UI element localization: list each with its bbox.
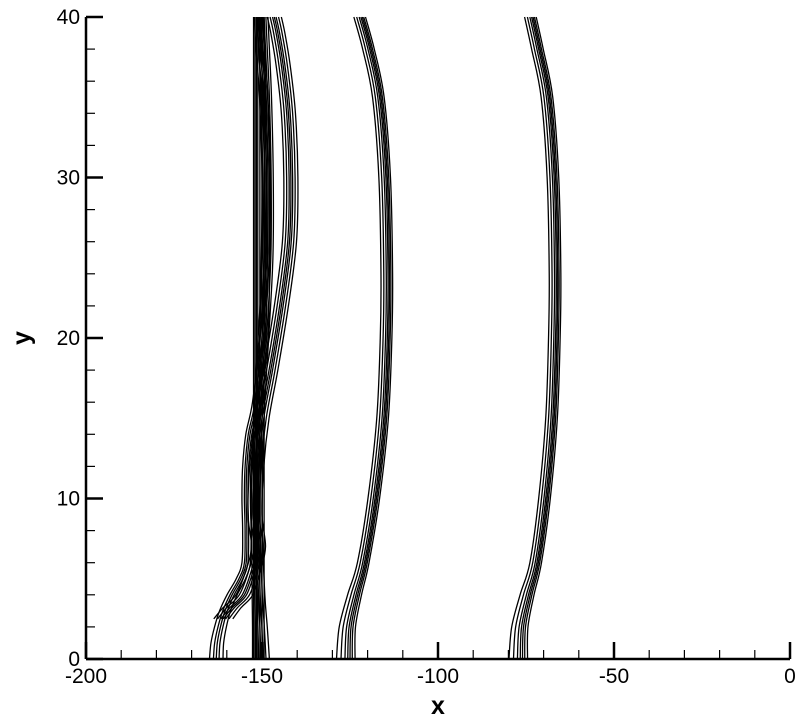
contour-line (222, 16, 272, 660)
x-tick-label: -100 (417, 665, 459, 688)
contour-line (508, 16, 550, 660)
contour-line (340, 16, 385, 660)
y-tick-label: 20 (57, 327, 80, 350)
y-tick-label: 30 (57, 167, 80, 190)
axes (84, 17, 790, 661)
x-tick-label: -150 (241, 665, 283, 688)
x-tick-label: 0 (784, 665, 796, 688)
x-tick-label: -200 (65, 665, 107, 688)
contour-line (524, 16, 560, 660)
x-axis-title: x (431, 692, 445, 720)
y-tick-label: 40 (57, 6, 80, 29)
contour-line (344, 16, 387, 660)
x-tick-label: -50 (599, 665, 629, 688)
y-axis-title: y (8, 331, 36, 345)
contour-line (215, 16, 267, 660)
contour-line (217, 16, 288, 620)
y-tick-label: 0 (68, 648, 80, 671)
contour-line (526, 16, 562, 660)
contour-line (512, 16, 553, 660)
contour-line (335, 16, 382, 660)
contour-line (222, 16, 292, 620)
contour-line (225, 16, 294, 620)
contour-line (218, 16, 269, 660)
contour-line (349, 16, 391, 660)
contour-line (354, 16, 394, 660)
contour-line (351, 16, 392, 660)
contour-line (519, 16, 557, 660)
axis-ticks: -200 -150 -100 -50 0 0 10 20 30 40 (57, 6, 796, 688)
contour-line (347, 16, 389, 660)
y-tick-label: 10 (57, 488, 80, 511)
contour-line (220, 16, 290, 620)
contour-line (516, 16, 556, 660)
contour-line (521, 16, 559, 660)
contour-lines (208, 16, 562, 660)
